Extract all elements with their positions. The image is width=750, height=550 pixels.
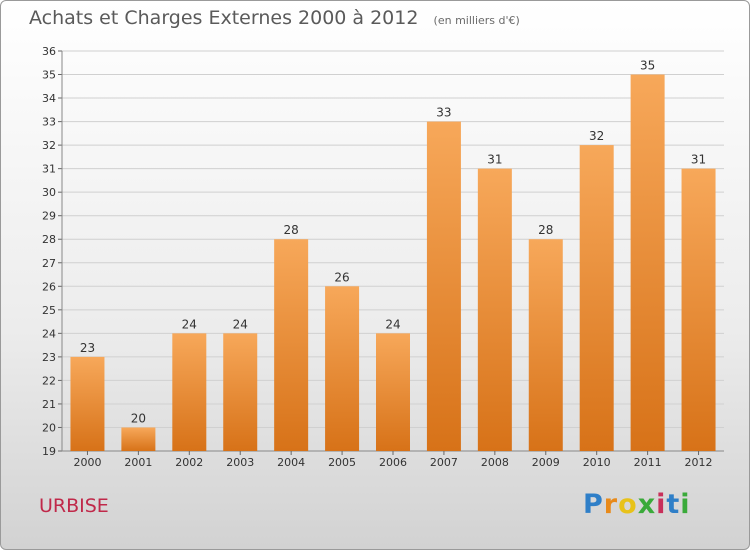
y-tick-label: 27 — [42, 257, 56, 270]
data-label: 28 — [284, 223, 299, 237]
bar — [223, 333, 258, 451]
y-tick-label: 29 — [42, 210, 56, 223]
y-tick-label: 23 — [42, 351, 56, 364]
y-tick-label: 24 — [42, 327, 56, 340]
y-tick-label: 34 — [42, 92, 56, 105]
bar — [579, 145, 614, 451]
logo-letter: i — [680, 489, 691, 520]
x-tick-label: 2003 — [226, 456, 254, 469]
y-tick-label: 22 — [42, 374, 56, 387]
bar — [528, 239, 563, 451]
data-label: 31 — [691, 153, 706, 167]
bar — [70, 356, 105, 451]
y-tick-label: 26 — [42, 280, 56, 293]
y-tick-label: 30 — [42, 186, 56, 199]
x-tick-label: 2012 — [685, 456, 713, 469]
y-tick-label: 32 — [42, 139, 56, 152]
y-tick-label: 20 — [42, 421, 56, 434]
logo-letter: i — [656, 489, 667, 520]
data-label: 24 — [385, 317, 400, 331]
x-tick-label: 2011 — [634, 456, 662, 469]
chart-title: Achats et Charges Externes 2000 à 2012 (… — [29, 7, 520, 29]
x-tick-label: 2000 — [73, 456, 101, 469]
logo-letter: x — [637, 489, 657, 520]
data-label: 35 — [640, 59, 655, 73]
bar — [376, 333, 410, 451]
x-tick-label: 2004 — [277, 456, 305, 469]
x-axis: 2000 2001 2002 2003 2004 2005 2006 2007 2008 2009… — [73, 451, 713, 469]
x-tick-label: 2008 — [481, 456, 509, 469]
chart-unit: (en milliers d'€) — [433, 14, 520, 27]
data-label: 24 — [233, 317, 248, 331]
bar — [477, 168, 512, 451]
data-label: 26 — [334, 270, 349, 284]
proxiti-logo: Proxiti — [583, 489, 691, 520]
bar — [681, 168, 716, 451]
bar — [274, 239, 309, 451]
y-tick-label: 28 — [42, 233, 56, 246]
y-tick-label: 25 — [42, 304, 56, 317]
logo-letter: r — [603, 489, 619, 520]
x-tick-label: 2005 — [328, 456, 356, 469]
bar — [325, 286, 360, 451]
x-tick-label: 2007 — [430, 456, 458, 469]
bars: 23 20 24 24 28 26 24 33 31 28 32 35 31 — [70, 59, 716, 452]
bar — [426, 121, 461, 452]
x-tick-label: 2001 — [124, 456, 152, 469]
data-label: 33 — [436, 106, 451, 120]
data-label: 32 — [589, 129, 604, 143]
data-label: 23 — [80, 341, 95, 355]
chart-title-text: Achats et Charges Externes 2000 à 2012 — [29, 7, 419, 29]
y-tick-label: 21 — [42, 398, 56, 411]
data-label: 31 — [487, 153, 502, 167]
logo-letter: t — [666, 489, 681, 520]
x-tick-label: 2009 — [532, 456, 560, 469]
bar — [121, 427, 156, 451]
bar — [172, 333, 207, 451]
logo-letter: o — [618, 489, 638, 520]
bar — [630, 74, 665, 451]
data-label: 28 — [538, 223, 553, 237]
y-tick-label: 36 — [42, 45, 56, 58]
y-tick-label: 33 — [42, 116, 56, 129]
y-tick-label: 19 — [42, 445, 56, 458]
x-tick-label: 2010 — [583, 456, 611, 469]
data-label: 24 — [182, 317, 197, 331]
x-tick-label: 2006 — [379, 456, 407, 469]
logo-letter: P — [583, 489, 604, 520]
y-tick-label: 35 — [42, 69, 56, 82]
commune-name: URBISE — [39, 495, 109, 517]
data-label: 20 — [131, 411, 146, 425]
x-tick-label: 2002 — [175, 456, 203, 469]
y-tick-label: 31 — [42, 163, 56, 176]
